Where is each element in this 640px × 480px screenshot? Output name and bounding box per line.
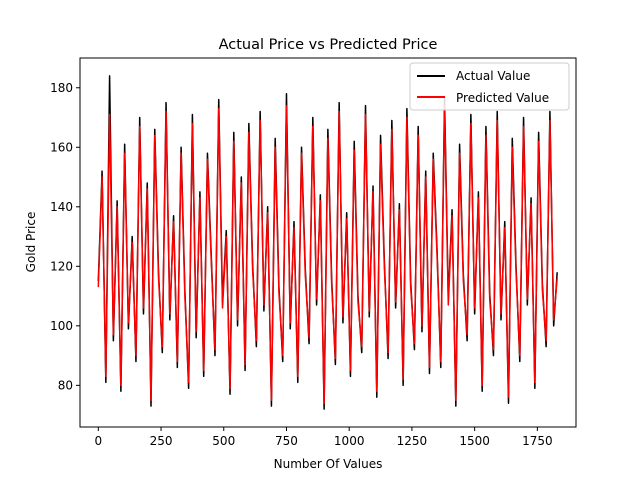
series-layer: [97, 75, 558, 410]
y-tick-label: 140: [50, 200, 73, 214]
legend-label-predicted: Predicted Value: [456, 91, 549, 105]
chart-title: Actual Price vs Predicted Price: [219, 37, 438, 53]
x-axis-title: Number Of Values: [274, 457, 383, 471]
legend-label-actual: Actual Value: [456, 69, 530, 83]
y-tick-label: 180: [50, 81, 73, 95]
x-tick-label: 1500: [459, 434, 490, 448]
plot-frame: [79, 57, 577, 428]
y-tick-label: 160: [50, 140, 73, 154]
y-tick-label: 120: [50, 259, 73, 273]
x-tick-label: 250: [150, 434, 173, 448]
y-tick-label: 80: [58, 378, 73, 392]
series-line-predicted: [97, 104, 558, 404]
y-tick-label: 100: [50, 319, 73, 333]
x-tick-label: 750: [275, 434, 298, 448]
x-tick-label: 1250: [397, 434, 428, 448]
x-axis-ticks: 0 250 500 750 1000 1250 1500 1750: [94, 427, 553, 448]
x-tick-label: 500: [212, 434, 235, 448]
y-axis-title: Gold Price: [24, 212, 38, 273]
x-tick-label: 0: [94, 434, 102, 448]
legend-box: [409, 62, 570, 111]
legend: Actual Value Predicted Value: [409, 62, 570, 111]
x-tick-label: 1000: [334, 434, 365, 448]
y-axis-ticks: 80 100 120 140 160 180: [50, 81, 80, 392]
x-tick-label: 1750: [522, 434, 553, 448]
